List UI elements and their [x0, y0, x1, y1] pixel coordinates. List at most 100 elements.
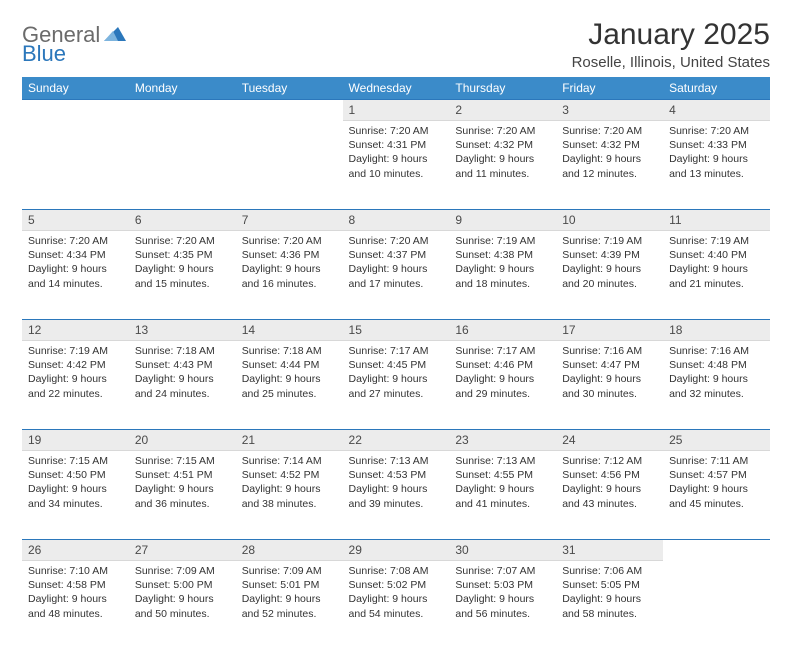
week-content-row: Sunrise: 7:20 AMSunset: 4:34 PMDaylight:…: [22, 231, 770, 319]
day-number: 6: [129, 209, 236, 231]
brand-triangle-icon: [104, 25, 126, 46]
day-number: 13: [129, 319, 236, 341]
day-cell: Sunrise: 7:20 AMSunset: 4:33 PMDaylight:…: [663, 121, 770, 209]
day-cell: Sunrise: 7:15 AMSunset: 4:51 PMDaylight:…: [129, 451, 236, 539]
day-cell: Sunrise: 7:19 AMSunset: 4:38 PMDaylight:…: [449, 231, 556, 319]
day-number: 18: [663, 319, 770, 341]
empty-day: [129, 99, 236, 120]
day-cell: Sunrise: 7:13 AMSunset: 4:53 PMDaylight:…: [343, 451, 450, 539]
day-cell: Sunrise: 7:19 AMSunset: 4:42 PMDaylight:…: [22, 341, 129, 429]
day-details: Sunrise: 7:12 AMSunset: 4:56 PMDaylight:…: [556, 451, 663, 517]
day-details: Sunrise: 7:09 AMSunset: 5:00 PMDaylight:…: [129, 561, 236, 627]
weekday-header: Wednesday: [343, 77, 450, 99]
day-details: Sunrise: 7:15 AMSunset: 4:50 PMDaylight:…: [22, 451, 129, 517]
day-details: Sunrise: 7:20 AMSunset: 4:34 PMDaylight:…: [22, 231, 129, 297]
empty-day: [236, 99, 343, 120]
day-number: 30: [449, 539, 556, 561]
day-details: Sunrise: 7:07 AMSunset: 5:03 PMDaylight:…: [449, 561, 556, 627]
day-number: 16: [449, 319, 556, 341]
weekday-header-row: SundayMondayTuesdayWednesdayThursdayFrid…: [22, 77, 770, 99]
day-details: Sunrise: 7:09 AMSunset: 5:01 PMDaylight:…: [236, 561, 343, 627]
day-details: Sunrise: 7:13 AMSunset: 4:55 PMDaylight:…: [449, 451, 556, 517]
page-header: General January 2025 Roselle, Illinois, …: [22, 18, 770, 71]
day-details: Sunrise: 7:18 AMSunset: 4:43 PMDaylight:…: [129, 341, 236, 407]
day-number: 3: [556, 99, 663, 121]
day-number: 17: [556, 319, 663, 341]
day-number: 27: [129, 539, 236, 561]
day-number: 14: [236, 319, 343, 341]
day-number: 9: [449, 209, 556, 231]
day-details: Sunrise: 7:20 AMSunset: 4:35 PMDaylight:…: [129, 231, 236, 297]
weekday-header: Tuesday: [236, 77, 343, 99]
empty-day: [663, 539, 770, 560]
day-cell: Sunrise: 7:20 AMSunset: 4:35 PMDaylight:…: [129, 231, 236, 319]
weekday-header: Sunday: [22, 77, 129, 99]
day-number: 5: [22, 209, 129, 231]
day-details: Sunrise: 7:15 AMSunset: 4:51 PMDaylight:…: [129, 451, 236, 517]
day-cell: Sunrise: 7:09 AMSunset: 5:00 PMDaylight:…: [129, 561, 236, 649]
day-number: 4: [663, 99, 770, 121]
day-details: Sunrise: 7:19 AMSunset: 4:42 PMDaylight:…: [22, 341, 129, 407]
day-cell: Sunrise: 7:10 AMSunset: 4:58 PMDaylight:…: [22, 561, 129, 649]
week-content-row: Sunrise: 7:19 AMSunset: 4:42 PMDaylight:…: [22, 341, 770, 429]
day-cell: Sunrise: 7:17 AMSunset: 4:46 PMDaylight:…: [449, 341, 556, 429]
day-cell: Sunrise: 7:20 AMSunset: 4:37 PMDaylight:…: [343, 231, 450, 319]
day-cell: Sunrise: 7:18 AMSunset: 4:44 PMDaylight:…: [236, 341, 343, 429]
day-cell: [236, 121, 343, 209]
day-number: 28: [236, 539, 343, 561]
month-title: January 2025: [572, 18, 770, 52]
day-number: 20: [129, 429, 236, 451]
day-cell: Sunrise: 7:08 AMSunset: 5:02 PMDaylight:…: [343, 561, 450, 649]
day-number: 29: [343, 539, 450, 561]
weekday-header: Thursday: [449, 77, 556, 99]
day-cell: Sunrise: 7:20 AMSunset: 4:32 PMDaylight:…: [556, 121, 663, 209]
day-cell: Sunrise: 7:14 AMSunset: 4:52 PMDaylight:…: [236, 451, 343, 539]
week-daynum-row: 567891011: [22, 209, 770, 231]
weekday-header: Saturday: [663, 77, 770, 99]
day-cell: Sunrise: 7:06 AMSunset: 5:05 PMDaylight:…: [556, 561, 663, 649]
day-cell: Sunrise: 7:11 AMSunset: 4:57 PMDaylight:…: [663, 451, 770, 539]
day-details: Sunrise: 7:06 AMSunset: 5:05 PMDaylight:…: [556, 561, 663, 627]
day-details: Sunrise: 7:13 AMSunset: 4:53 PMDaylight:…: [343, 451, 450, 517]
week-daynum-row: 1234: [22, 99, 770, 121]
day-details: Sunrise: 7:20 AMSunset: 4:37 PMDaylight:…: [343, 231, 450, 297]
week-content-row: Sunrise: 7:20 AMSunset: 4:31 PMDaylight:…: [22, 121, 770, 209]
day-details: Sunrise: 7:16 AMSunset: 4:47 PMDaylight:…: [556, 341, 663, 407]
day-cell: [663, 561, 770, 649]
day-cell: Sunrise: 7:07 AMSunset: 5:03 PMDaylight:…: [449, 561, 556, 649]
day-number: 2: [449, 99, 556, 121]
day-details: Sunrise: 7:14 AMSunset: 4:52 PMDaylight:…: [236, 451, 343, 517]
empty-day: [22, 99, 129, 120]
day-details: Sunrise: 7:20 AMSunset: 4:33 PMDaylight:…: [663, 121, 770, 187]
week-content-row: Sunrise: 7:15 AMSunset: 4:50 PMDaylight:…: [22, 451, 770, 539]
title-block: January 2025 Roselle, Illinois, United S…: [572, 18, 770, 71]
day-cell: Sunrise: 7:13 AMSunset: 4:55 PMDaylight:…: [449, 451, 556, 539]
day-number: 11: [663, 209, 770, 231]
day-cell: Sunrise: 7:18 AMSunset: 4:43 PMDaylight:…: [129, 341, 236, 429]
day-cell: Sunrise: 7:16 AMSunset: 4:47 PMDaylight:…: [556, 341, 663, 429]
day-cell: Sunrise: 7:16 AMSunset: 4:48 PMDaylight:…: [663, 341, 770, 429]
day-details: Sunrise: 7:19 AMSunset: 4:39 PMDaylight:…: [556, 231, 663, 297]
day-number: 1: [343, 99, 450, 121]
day-details: Sunrise: 7:10 AMSunset: 4:58 PMDaylight:…: [22, 561, 129, 627]
day-cell: Sunrise: 7:20 AMSunset: 4:34 PMDaylight:…: [22, 231, 129, 319]
day-number: 19: [22, 429, 129, 451]
day-number: 12: [22, 319, 129, 341]
day-details: Sunrise: 7:11 AMSunset: 4:57 PMDaylight:…: [663, 451, 770, 517]
day-number: 22: [343, 429, 450, 451]
day-number: 7: [236, 209, 343, 231]
day-cell: Sunrise: 7:15 AMSunset: 4:50 PMDaylight:…: [22, 451, 129, 539]
day-number: 24: [556, 429, 663, 451]
day-number: 21: [236, 429, 343, 451]
day-details: Sunrise: 7:19 AMSunset: 4:38 PMDaylight:…: [449, 231, 556, 297]
day-details: Sunrise: 7:16 AMSunset: 4:48 PMDaylight:…: [663, 341, 770, 407]
week-content-row: Sunrise: 7:10 AMSunset: 4:58 PMDaylight:…: [22, 561, 770, 649]
day-details: Sunrise: 7:17 AMSunset: 4:46 PMDaylight:…: [449, 341, 556, 407]
weekday-header: Monday: [129, 77, 236, 99]
day-cell: Sunrise: 7:20 AMSunset: 4:31 PMDaylight:…: [343, 121, 450, 209]
day-cell: Sunrise: 7:17 AMSunset: 4:45 PMDaylight:…: [343, 341, 450, 429]
calendar-table: SundayMondayTuesdayWednesdayThursdayFrid…: [22, 77, 770, 649]
brand-part2: Blue: [22, 41, 66, 66]
day-number: 26: [22, 539, 129, 561]
day-cell: Sunrise: 7:12 AMSunset: 4:56 PMDaylight:…: [556, 451, 663, 539]
